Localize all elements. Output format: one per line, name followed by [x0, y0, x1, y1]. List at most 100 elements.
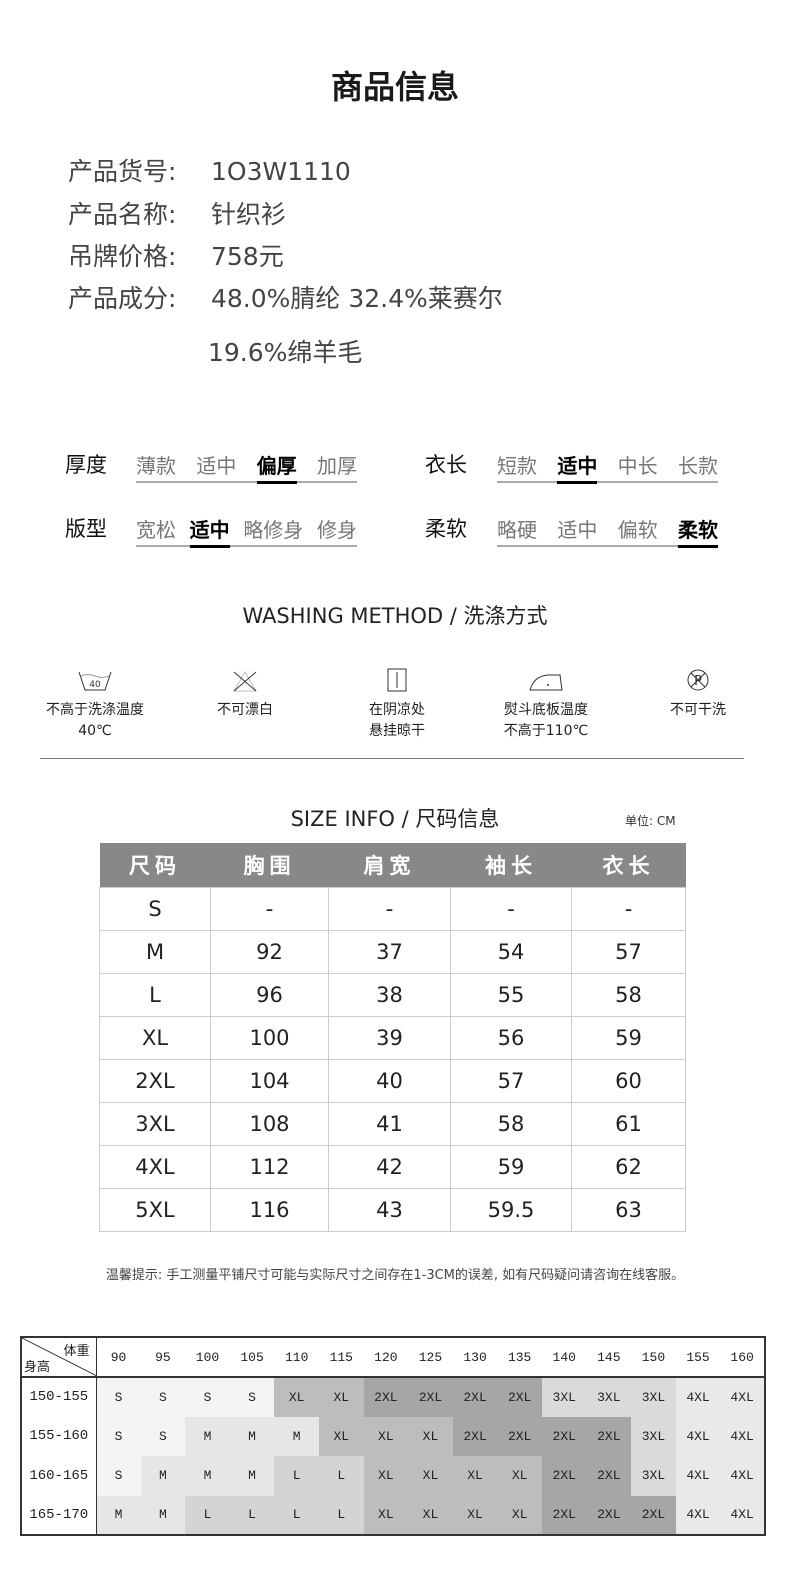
weight-header: 125 [408, 1337, 453, 1378]
table-cell: 92 [210, 929, 329, 974]
attribute-option: 适中 [557, 518, 598, 542]
size-cell: 3XL [631, 1416, 676, 1456]
size-cell: L [274, 1495, 319, 1535]
size-cell: S [96, 1456, 141, 1496]
size-cell: 3XL [631, 1456, 676, 1496]
height-range: 165-170 [21, 1495, 97, 1535]
attribute-option: 适中 [196, 454, 237, 478]
weight-header: 130 [452, 1337, 498, 1378]
washing-item: 40 不高于洗涤温度 40℃ [25, 670, 165, 742]
washing-item: 在阴凉处 悬挂晾干 [327, 668, 467, 742]
size-cell: XL [274, 1377, 319, 1417]
attribute-option: 中长 [617, 454, 658, 478]
size-cell: M [185, 1456, 230, 1496]
table-cell: 43 [328, 1187, 451, 1232]
washing-title: WASHING METHOD / 洗涤方式 [242, 604, 548, 628]
wash-40-icon: 40 [25, 670, 165, 692]
fit-chart-row: 155-160 S S M M M XL XL XL 2XL 2XL 2XL 2XL 3XL 4XL 4XL [21, 1416, 765, 1456]
table-row: 5XL 116 43 59.5 63 [99, 1187, 686, 1232]
size-cell: L [318, 1495, 364, 1535]
info-row: 产品成分: 48.0%腈纶 32.4%莱赛尔 19.6%绵羊毛 [68, 279, 503, 369]
table-cell: 112 [210, 1144, 329, 1189]
size-cell: 2XL [452, 1377, 498, 1417]
attribute-option: 略修身 [243, 518, 304, 542]
size-cell: 3XL [631, 1377, 676, 1417]
size-table: 尺码 胸围 肩宽 袖长 衣长 S - - - - M 92 37 54 57 L 96 38 55 58 XL 100 39… [99, 843, 686, 1232]
size-cell: M [140, 1495, 186, 1535]
attribute-name: 版型 [65, 517, 107, 541]
info-label: 产品名称: [68, 200, 177, 229]
size-cell: 4XL [675, 1495, 721, 1535]
table-cell: 41 [328, 1101, 451, 1146]
fit-chart-row: 160-165 S M M M L L XL XL XL XL 2XL 2XL 3XL 4XL 4XL [21, 1456, 765, 1496]
attribute-name: 柔软 [425, 517, 467, 541]
attribute-scale: 略硬 适中 偏软 柔软 [497, 514, 718, 548]
table-cell: 38 [328, 972, 451, 1017]
table-cell: 54 [450, 929, 572, 974]
size-cell: L [274, 1456, 319, 1496]
size-cell: XL [408, 1495, 453, 1535]
size-cell: L [229, 1495, 275, 1535]
table-cell: 59.5 [450, 1187, 572, 1232]
table-cell: 40 [328, 1058, 451, 1103]
height-label: 身高 [24, 1360, 51, 1375]
svg-text:40: 40 [89, 680, 101, 690]
size-cell: 2XL [541, 1456, 587, 1496]
weight-header: 115 [318, 1337, 364, 1378]
weight-header: 100 [185, 1337, 230, 1378]
washing-text: 不可漂白 [217, 702, 273, 718]
attribute-option: 短款 [497, 454, 537, 478]
table-cell: 96 [210, 972, 329, 1017]
info-row: 产品名称: 针织衫 [68, 195, 286, 231]
weight-header: 160 [720, 1337, 765, 1378]
attribute-option-selected: 偏厚 [256, 450, 297, 484]
no-dry-clean-icon: P [628, 668, 768, 692]
table-cell: M [99, 929, 211, 974]
info-row: 吊牌价格: 758元 [68, 237, 284, 273]
table-cell: 39 [328, 1015, 451, 1060]
table-cell: S [99, 886, 211, 931]
divider [40, 758, 744, 759]
washing-item: 不可漂白 [175, 670, 315, 721]
attribute-option: 略硬 [497, 518, 537, 542]
table-row: S---- [99, 886, 686, 931]
fit-chart-header: 体重 身高 90 95 100 105 110 115 120 125 130 135 140 145 15… [21, 1337, 765, 1378]
table-cell: - [328, 886, 451, 931]
line-dry-shade-icon [327, 668, 467, 692]
size-cell: 2XL [408, 1377, 453, 1417]
size-cell: XL [452, 1495, 498, 1535]
table-cell: 57 [450, 1058, 572, 1103]
table-cell: 59 [571, 1015, 686, 1060]
table-cell: 104 [210, 1058, 329, 1103]
size-cell: M [96, 1495, 141, 1535]
column-header: 肩宽 [328, 843, 451, 887]
table-cell: 62 [571, 1144, 686, 1189]
washing-text: 在阴凉处 [369, 702, 425, 718]
attribute-option: 偏软 [617, 518, 658, 542]
washing-text: 熨斗底板温度 [504, 702, 588, 718]
info-value-cont: 19.6%绵羊毛 [208, 338, 363, 367]
washing-text: 不可干洗 [670, 702, 726, 718]
fit-chart-row: 165-170 M M L L L L XL XL XL XL 2XL 2XL 2XL 4XL 4XL [21, 1495, 765, 1535]
table-cell: 3XL [99, 1101, 211, 1146]
attribute-option: 薄款 [136, 454, 176, 478]
height-range: 160-165 [21, 1456, 97, 1496]
table-row: 3XL 108 41 58 61 [99, 1101, 686, 1146]
size-info-title: SIZE INFO / 尺码信息 [290, 807, 500, 831]
size-cell: S [229, 1377, 275, 1417]
table-cell: - [210, 886, 329, 931]
info-value: 48.0%腈纶 32.4%莱赛尔 [211, 284, 503, 313]
weight-header: 90 [96, 1337, 141, 1378]
weight-header: 150 [631, 1337, 676, 1378]
size-cell: 4XL [675, 1377, 721, 1417]
table-cell: 4XL [99, 1144, 211, 1189]
size-cell: XL [408, 1456, 453, 1496]
size-table-header: 尺码 胸围 肩宽 袖长 衣长 [99, 843, 686, 887]
info-row: 产品货号: 1O3W1110 [68, 152, 351, 188]
washing-text-2: 悬挂晾干 [369, 723, 425, 739]
size-cell: M [140, 1456, 186, 1496]
weight-header: 155 [675, 1337, 721, 1378]
washing-text-2: 40℃ [78, 723, 112, 739]
attribute-option: 宽松 [136, 518, 176, 542]
table-row: 4XL 112 42 59 62 [99, 1144, 686, 1189]
